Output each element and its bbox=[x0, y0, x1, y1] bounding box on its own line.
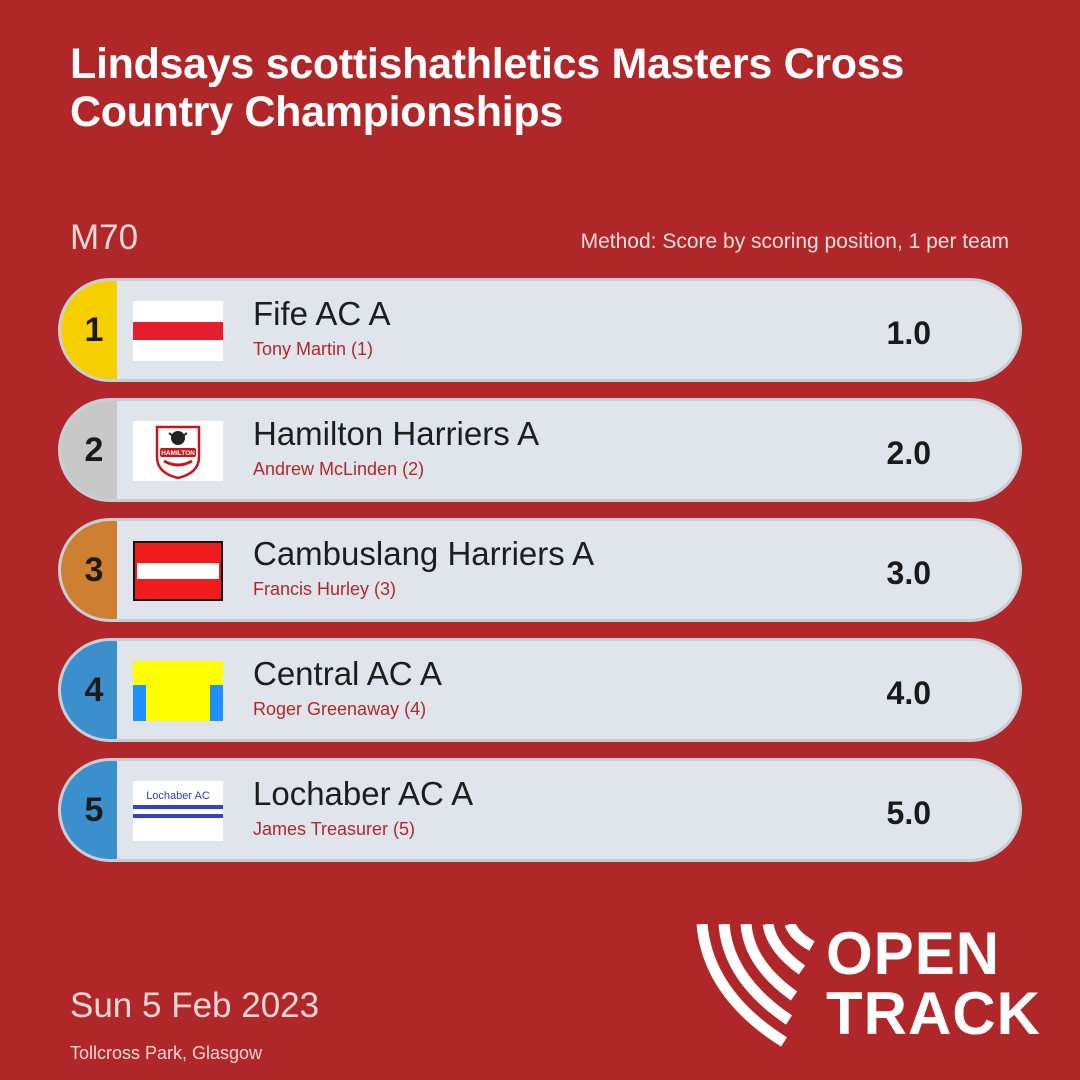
athlete-name: Francis Hurley (3) bbox=[253, 579, 397, 599]
athlete-name: Tony Martin (1) bbox=[253, 339, 374, 359]
rank-badge: 2 bbox=[61, 401, 117, 499]
team-score: 3.0 bbox=[886, 555, 931, 591]
svg-text:Lochaber AC: Lochaber AC bbox=[146, 790, 210, 802]
team-name: Central AC A bbox=[253, 655, 442, 692]
team-name: Fife AC A bbox=[253, 295, 391, 332]
cambuslang-harriers-flag-icon bbox=[133, 541, 223, 601]
brand-track: TRACK bbox=[826, 980, 1041, 1047]
opentrack-arcs-icon bbox=[696, 924, 815, 1047]
athlete-name: Roger Greenaway (4) bbox=[253, 699, 427, 719]
event-date: Sun 5 Feb 2023 bbox=[70, 986, 320, 1025]
result-row[interactable]: 3 Cambuslang Harriers A Francis Hurley (… bbox=[58, 518, 1022, 622]
result-row[interactable]: 4 Central AC A Roger Greenaway (4) 4.0 bbox=[58, 638, 1022, 742]
rank-badge: 4 bbox=[61, 641, 117, 739]
team-score: 2.0 bbox=[886, 435, 931, 471]
team-score: 1.0 bbox=[886, 315, 931, 351]
svg-text:HAMILTON: HAMILTON bbox=[161, 450, 195, 457]
results-list: 1 Fife AC A Tony Martin (1) 1.0 2 HAMILT… bbox=[58, 278, 1022, 878]
scoring-method: Method: Score by scoring position, 1 per… bbox=[580, 230, 1009, 253]
rank-badge: 1 bbox=[61, 281, 117, 379]
team-score: 4.0 bbox=[886, 675, 931, 711]
result-row[interactable]: 1 Fife AC A Tony Martin (1) 1.0 bbox=[58, 278, 1022, 382]
opentrack-logo: OPEN TRACK bbox=[694, 920, 1054, 1050]
fife-ac-flag-icon bbox=[133, 301, 223, 361]
rank-badge: 5 bbox=[61, 761, 117, 859]
team-name: Cambuslang Harriers A bbox=[253, 535, 595, 572]
team-name: Hamilton Harriers A bbox=[253, 415, 540, 452]
page-title: Lindsays scottishathletics Masters Cross… bbox=[70, 40, 904, 136]
team-score: 5.0 bbox=[886, 795, 931, 831]
central-ac-flag-icon bbox=[133, 661, 223, 721]
brand-open: OPEN bbox=[826, 920, 1001, 987]
hamilton-harriers-badge-icon: HAMILTON bbox=[133, 421, 223, 481]
event-venue: Tollcross Park, Glasgow bbox=[70, 1043, 263, 1063]
result-row[interactable]: 2 HAMILTON Hamilton Harriers A Andrew Mc… bbox=[58, 398, 1022, 502]
category-label: M70 bbox=[70, 218, 139, 257]
athlete-name: James Treasurer (5) bbox=[253, 819, 416, 839]
team-name: Lochaber AC A bbox=[253, 775, 474, 812]
athlete-name: Andrew McLinden (2) bbox=[253, 459, 425, 479]
lochaber-ac-logo-icon: Lochaber AC bbox=[133, 781, 223, 841]
result-row[interactable]: 5 Lochaber AC Lochaber AC A James Treasu… bbox=[58, 758, 1022, 862]
rank-badge: 3 bbox=[61, 521, 117, 619]
